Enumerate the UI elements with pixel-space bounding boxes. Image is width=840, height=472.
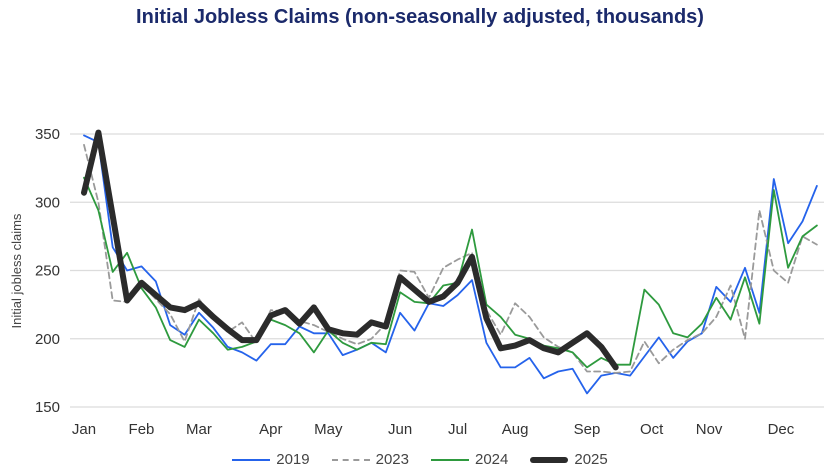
legend-swatch	[331, 458, 370, 461]
legend-swatch	[232, 458, 271, 461]
x-tick-label: Sep	[574, 421, 601, 438]
legend-swatch	[431, 458, 469, 461]
gridlines	[70, 133, 824, 408]
legend-item-2023: 2023	[331, 451, 409, 468]
x-tick-labels: Jan Feb Mar Apr May Jun Jul Aug Sep Oct Nov Dec	[72, 421, 795, 438]
x-tick-label: Aug	[502, 421, 529, 438]
legend-label: 2025	[574, 451, 608, 468]
y-tick-label: 350	[35, 126, 60, 143]
legend-label: 2023	[375, 451, 409, 468]
legend-item-2024: 2024	[431, 451, 508, 468]
y-tick-labels: 150 200 250 300 350	[35, 126, 60, 416]
x-tick-label: Jun	[388, 421, 412, 438]
legend-item-2025: 2025	[530, 451, 608, 468]
legend-label: 2024	[475, 451, 509, 468]
x-tick-label: Oct	[640, 421, 664, 438]
legend-label: 2019	[276, 451, 310, 468]
series-line-2025	[81, 129, 619, 371]
legend-swatch	[530, 456, 569, 463]
series-lines	[81, 129, 818, 395]
y-tick-label: 300	[35, 194, 60, 211]
legend-item-2019: 2019	[232, 451, 310, 468]
y-axis-label: Initial jobless claims	[9, 213, 24, 328]
chart-title: Initial Jobless Claims (non-seasonally a…	[136, 6, 704, 28]
x-tick-label: Jan	[72, 421, 96, 438]
series-line-2024	[83, 176, 818, 369]
x-tick-label: Dec	[768, 421, 795, 438]
y-tick-label: 250	[35, 263, 60, 280]
x-tick-label: Mar	[186, 421, 212, 438]
x-tick-label: Nov	[696, 421, 723, 438]
y-tick-label: 200	[35, 331, 60, 348]
x-tick-label: May	[314, 421, 343, 438]
x-tick-label: Feb	[129, 421, 155, 438]
x-tick-label: Apr	[259, 421, 282, 438]
y-tick-label: 150	[35, 399, 60, 416]
legend: 2019 2023 2024 2025	[0, 451, 840, 468]
x-tick-label: Jul	[448, 421, 467, 438]
